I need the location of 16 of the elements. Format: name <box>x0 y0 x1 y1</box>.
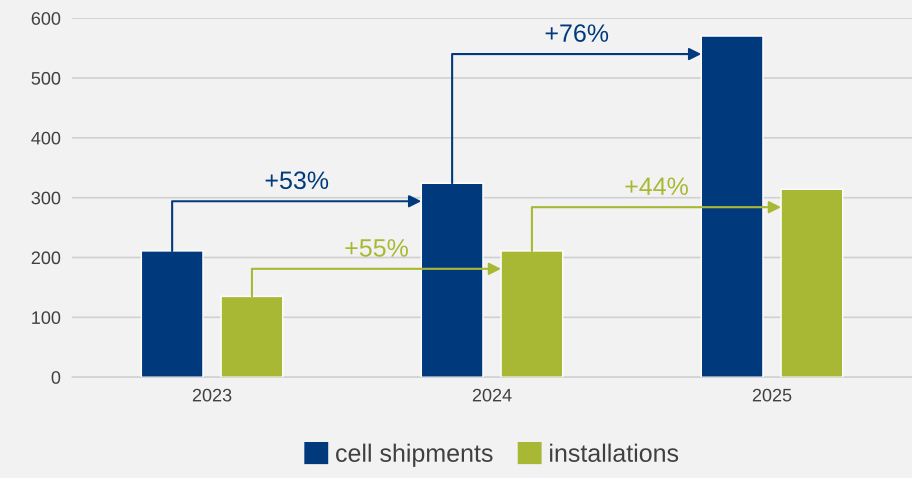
annotation: +44% <box>625 178 688 196</box>
legend-label: installations <box>550 444 678 462</box>
x-tick-label: 2024 <box>472 388 512 402</box>
annotation: +53% <box>266 171 328 190</box>
annotation: +55% <box>345 239 408 257</box>
y-tick-label: 300 <box>32 192 60 204</box>
legend-label: cell shipments <box>336 444 493 467</box>
y-tick-label: 600 <box>32 12 60 25</box>
y-tick-label: 400 <box>31 132 60 145</box>
y-tick-label: 100 <box>32 311 60 324</box>
y-tick-label: 200 <box>32 251 60 264</box>
y-tick-label: 500 <box>32 72 60 85</box>
x-tick-label: 2023 <box>192 388 232 402</box>
x-tick-label: 2025 <box>752 388 792 402</box>
y-tick-label: 0 <box>52 371 60 384</box>
annotation: +76% <box>546 24 608 42</box>
